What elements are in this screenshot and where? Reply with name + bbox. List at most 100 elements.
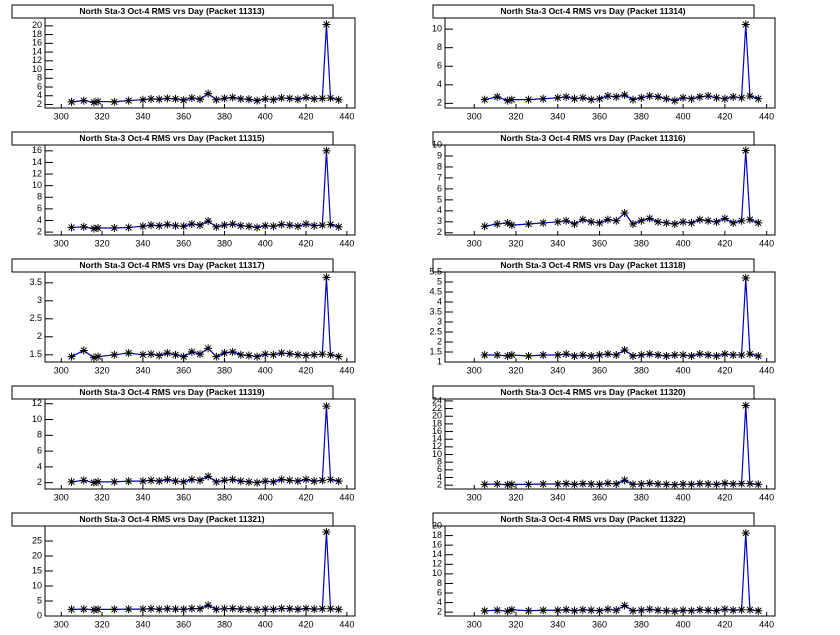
data-point: [67, 477, 76, 486]
data-point: [124, 477, 133, 486]
x-tick-label: 440: [339, 111, 354, 121]
x-tick-label: 300: [467, 238, 482, 248]
x-tick-label: 300: [54, 111, 69, 121]
data-point: [277, 604, 286, 613]
data-point: [687, 606, 696, 615]
data-point: [720, 350, 729, 358]
data-point: [507, 351, 516, 359]
data-point: [679, 93, 688, 102]
data-point: [269, 222, 278, 231]
data-point: [562, 350, 571, 358]
data-point: [578, 215, 587, 224]
x-tick-label: 400: [676, 365, 691, 375]
y-tick-label: 6: [37, 203, 42, 213]
data-point: [285, 94, 294, 103]
data-point: [236, 477, 245, 486]
data-point: [124, 223, 133, 232]
y-tick-label: 22: [432, 403, 442, 413]
data-point: [570, 606, 579, 615]
y-tick-label: 10: [432, 139, 442, 149]
data-point: [179, 222, 188, 231]
data-point: [253, 605, 262, 614]
y-tick-label: 2: [437, 98, 442, 108]
data-point: [737, 479, 746, 488]
data-point: [187, 604, 196, 613]
data-point: [89, 98, 98, 107]
data-point: [553, 351, 562, 359]
y-tick-label: 10: [432, 449, 442, 459]
data-point: [628, 606, 637, 615]
x-tick-label: 440: [339, 238, 354, 248]
x-tick-label: 320: [508, 111, 523, 121]
data-point: [155, 95, 164, 104]
y-tick-label: 4.5: [429, 286, 442, 296]
data-point: [212, 222, 221, 231]
data-point: [67, 97, 76, 106]
data-point: [628, 220, 637, 229]
data-point: [620, 209, 629, 218]
data-line: [484, 533, 759, 612]
data-point: [745, 350, 754, 358]
x-tick-label: 420: [717, 111, 732, 121]
data-point: [269, 350, 278, 359]
y-tick-label: 24: [432, 395, 442, 405]
data-point: [212, 352, 221, 361]
x-tick-label: 300: [467, 111, 482, 121]
data-point: [562, 605, 571, 614]
data-point: [228, 604, 237, 613]
data-point: [261, 94, 270, 103]
data-point: [147, 350, 156, 359]
data-point: [89, 224, 98, 233]
data-point: [94, 477, 103, 486]
y-tick-label: 16: [432, 540, 442, 550]
data-point: [729, 218, 738, 227]
data-point: [729, 480, 738, 489]
x-tick-label: 400: [258, 619, 273, 629]
y-tick-label: 6: [437, 61, 442, 71]
data-point: [138, 350, 147, 359]
data-point: [745, 479, 754, 488]
data-point: [318, 604, 327, 613]
data-point: [687, 352, 696, 360]
data-point: [261, 605, 270, 614]
data-point: [754, 606, 763, 615]
x-tick-label: 320: [95, 619, 110, 629]
x-tick-label: 300: [467, 492, 482, 502]
y-tick-label: 3: [437, 316, 442, 326]
data-point: [507, 480, 516, 489]
data-point: [587, 95, 596, 104]
data-point: [741, 20, 750, 29]
y-tick-label: 20: [32, 550, 42, 560]
data-point: [712, 606, 721, 615]
x-tick-label: 420: [717, 365, 732, 375]
x-tick-label: 340: [135, 365, 150, 375]
data-line: [71, 531, 339, 611]
x-tick-label: 420: [717, 619, 732, 629]
chart-title: North Sta-3 Oct-4 RMS vrs Day (Packet 11…: [79, 6, 264, 16]
x-tick-label: 360: [176, 365, 191, 375]
y-tick-label: 14: [432, 434, 442, 444]
x-tick-label: 360: [592, 238, 607, 248]
data-point: [737, 351, 746, 359]
data-point: [138, 477, 147, 486]
y-tick-label: 8: [37, 430, 42, 440]
x-tick-label: 360: [592, 365, 607, 375]
y-tick-label: 2: [37, 477, 42, 487]
data-point: [171, 221, 180, 230]
data-point: [196, 476, 204, 485]
y-tick-label: 5: [437, 276, 442, 286]
x-tick-label: 380: [634, 365, 649, 375]
data-point: [662, 218, 671, 227]
data-point: [204, 601, 213, 610]
data-point: [212, 477, 221, 486]
y-tick-label: 1: [437, 356, 442, 366]
data-point: [147, 604, 156, 613]
data-point: [578, 479, 587, 488]
chart-title: North Sta-3 Oct-4 RMS vrs Day (Packet 11…: [500, 260, 685, 270]
data-point: [729, 92, 738, 101]
data-point: [302, 351, 311, 360]
data-point: [612, 480, 621, 489]
x-tick-label: 380: [217, 238, 232, 248]
y-tick-label: 5.5: [429, 266, 442, 276]
title-box: [432, 131, 755, 146]
